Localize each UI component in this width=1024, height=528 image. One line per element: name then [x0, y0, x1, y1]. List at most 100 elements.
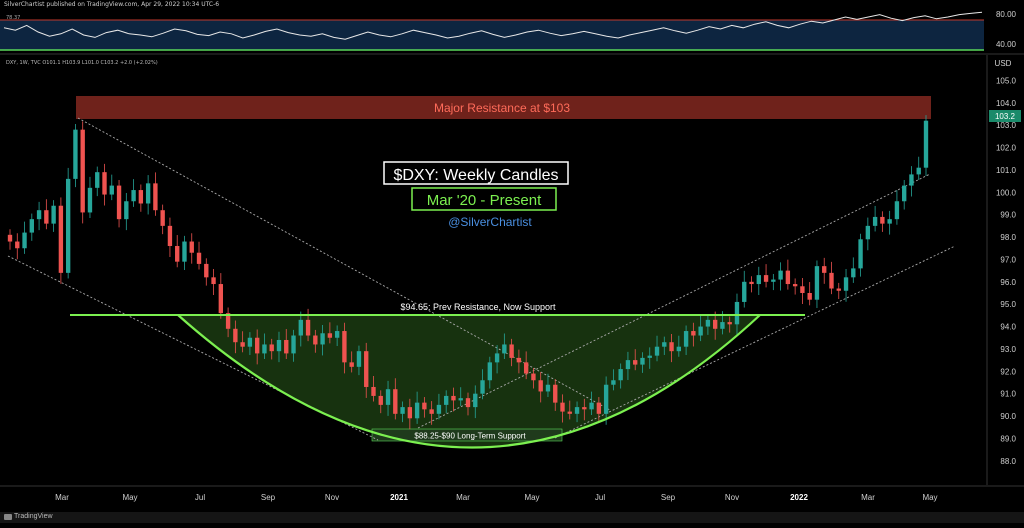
candle-body	[596, 402, 602, 414]
footer-brand[interactable]: TradingView	[14, 513, 53, 520]
price-tick-label: 92.0	[1000, 367, 1016, 376]
rsi-line	[3, 11, 983, 40]
candle-body	[196, 252, 202, 264]
price-tick-label: 89.0	[1000, 434, 1016, 443]
candles-group	[7, 115, 929, 430]
candle-body	[763, 275, 769, 282]
candle-body	[320, 333, 325, 345]
candle-body	[95, 172, 100, 188]
rsi-pane: 80.00 40.00	[0, 10, 1024, 55]
price-tick-label: 104.0	[996, 99, 1017, 108]
candle-body	[494, 353, 500, 363]
candle-body	[574, 407, 580, 414]
candle-body	[502, 344, 507, 354]
candle-body	[923, 120, 929, 168]
candle-body	[560, 402, 565, 412]
candle-body	[625, 360, 631, 370]
support-line-label: $94.65: Prev Resistance, Now Support	[400, 302, 556, 312]
candle-body	[225, 313, 231, 329]
last-price-label: 103.2	[995, 112, 1016, 121]
tradingview-logo-icon	[4, 514, 12, 520]
candle-body	[247, 337, 253, 347]
candle-body	[902, 185, 907, 202]
candle-body	[356, 351, 362, 367]
lower-uptrend-line	[554, 245, 956, 439]
candle-body	[109, 185, 114, 195]
symbol-info: DXY, 1W, TVC O101.1 H103.9 L101.0 C103.2…	[6, 60, 158, 66]
candle-body	[7, 234, 13, 242]
candle-body	[771, 279, 776, 282]
candle-body	[589, 402, 594, 410]
candle-body	[15, 241, 20, 249]
subtitle-box	[411, 187, 557, 211]
candle-body	[65, 178, 71, 273]
candle-body	[451, 395, 456, 401]
candle-body	[916, 167, 921, 175]
candle-body	[182, 241, 187, 262]
candle-body	[291, 335, 296, 354]
candle-body	[545, 384, 551, 392]
candle-body	[422, 402, 427, 410]
candle-body	[814, 266, 820, 300]
time-tick-label: Nov	[325, 493, 339, 502]
candle-body	[80, 129, 85, 213]
candle-body	[698, 326, 703, 336]
footer-bar: TradingView	[0, 512, 1024, 523]
rsi-value: 78.37	[6, 15, 21, 21]
candle-body	[683, 331, 689, 347]
candle-body	[611, 380, 616, 385]
candle-body	[276, 339, 282, 352]
candle-body	[240, 342, 245, 347]
time-tick-label: Sep	[661, 493, 676, 502]
time-tick-label: Jul	[595, 493, 605, 502]
candle-body	[465, 398, 471, 408]
candle-body	[51, 205, 56, 224]
candle-body	[102, 172, 107, 195]
rsi-ytick-80: 80.00	[996, 10, 1017, 19]
candle-body	[894, 201, 900, 220]
candle-body	[909, 174, 914, 186]
candle-body	[262, 344, 267, 354]
candle-body	[87, 187, 93, 213]
price-tick-label: 105.0	[996, 76, 1017, 85]
candle-body	[305, 319, 311, 336]
candle-body	[487, 362, 492, 381]
time-tick-label: Mar	[861, 493, 875, 502]
candle-body	[633, 360, 638, 365]
candle-body	[742, 281, 747, 302]
candle-body	[444, 395, 449, 405]
candle-body	[29, 219, 34, 233]
candle-body	[349, 362, 354, 367]
price-tick-label: 96.0	[1000, 278, 1016, 287]
candle-body	[385, 389, 391, 405]
candle-body	[829, 272, 834, 289]
time-tick-label: Jul	[195, 493, 205, 502]
candle-body	[582, 407, 587, 410]
candle-body	[734, 301, 740, 325]
candle-body	[327, 333, 333, 338]
candle-body	[458, 398, 463, 401]
upper-downtrend-line	[77, 117, 611, 411]
candle-body	[160, 210, 165, 226]
candle-body	[872, 216, 878, 226]
upper-uptrend-line	[417, 173, 931, 429]
price-tick-label: 101.0	[996, 166, 1017, 175]
candle-body	[473, 393, 478, 408]
candle-body	[284, 339, 289, 354]
candle-body	[124, 201, 129, 220]
candle-body	[36, 210, 42, 220]
time-tick-label: 2021	[390, 493, 408, 502]
candle-body	[334, 331, 340, 338]
candle-body	[44, 210, 49, 224]
candle-body	[720, 322, 725, 329]
chart-title: $DXY: Weekly Candles	[393, 167, 558, 184]
candle-body	[22, 232, 27, 249]
candle-body	[756, 275, 761, 285]
time-tick-label: Mar	[456, 493, 470, 502]
candle-body	[516, 357, 522, 363]
candle-body	[691, 331, 696, 336]
time-tick-label: Nov	[725, 493, 739, 502]
chart-subtitle: Mar '20 - Present	[427, 192, 542, 209]
